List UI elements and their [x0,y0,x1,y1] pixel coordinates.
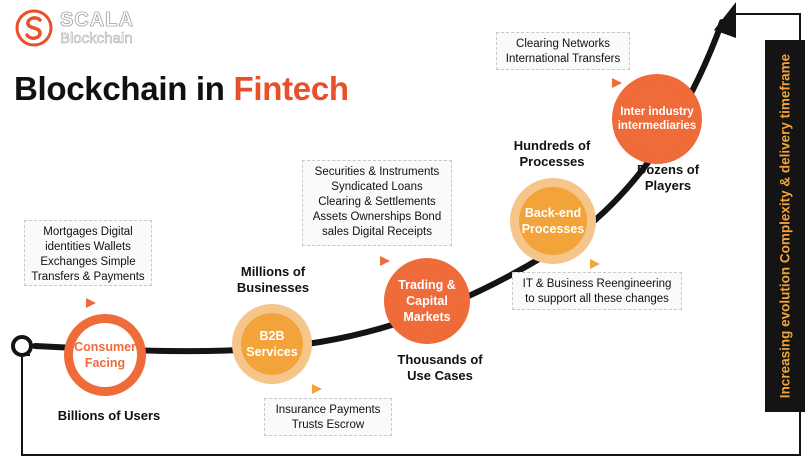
scala-logo-icon [15,9,53,47]
note-trading: Securities & Instruments Syndicated Loan… [302,160,452,246]
title-highlight: Fintech [233,70,350,107]
stage-trading-label: Trading & Capital Markets [393,267,461,335]
note-b2b: Insurance Payments Trusts Escrow [264,398,392,436]
title-prefix: Blockchain in [14,70,225,107]
pointer-backend-icon [590,259,600,269]
caption-trading: Thousands of Use Cases [397,352,483,383]
start-node-icon [11,335,33,357]
note-backend: IT & Business Reengineering to support a… [512,272,682,310]
stage-backend-label: Back-end Processes [519,187,587,255]
pointer-consumer-icon [86,298,96,308]
stage-b2b: B2B Services [232,304,312,384]
pointer-inter-icon [612,78,622,88]
note-inter: Clearing Networks International Transfer… [496,32,630,70]
note-consumer: Mortgages Digital identities Wallets Exc… [24,220,152,286]
caption-consumer: Billions of Users [57,408,161,423]
stage-inter-label: Inter industry intermediaries [618,83,696,155]
stage-inter: Inter industry intermediaries [612,74,702,164]
side-bar [765,40,805,412]
pointer-trading-icon [380,256,390,266]
caption-backend: Hundreds of Processes [513,138,591,169]
stage-consumer: Consumer Facing [64,314,146,396]
stage-b2b-label: B2B Services [241,313,303,375]
stage-consumer-label: Consumer Facing [73,323,137,387]
arrow-head-icon [714,2,736,38]
stage-trading: Trading & Capital Markets [384,258,470,344]
side-caption: Increasing evolution Complexity & delive… [777,53,793,399]
logo-subtitle: Blockchain [60,30,133,47]
caption-b2b: Millions of Businesses [236,264,310,295]
stage-backend: Back-end Processes [510,178,596,264]
caption-inter: Dozens of Players [636,162,700,193]
page-title: Blockchain in Fintech [14,70,349,108]
pointer-b2b-icon [312,384,322,394]
logo-name: SCALA [60,9,134,31]
